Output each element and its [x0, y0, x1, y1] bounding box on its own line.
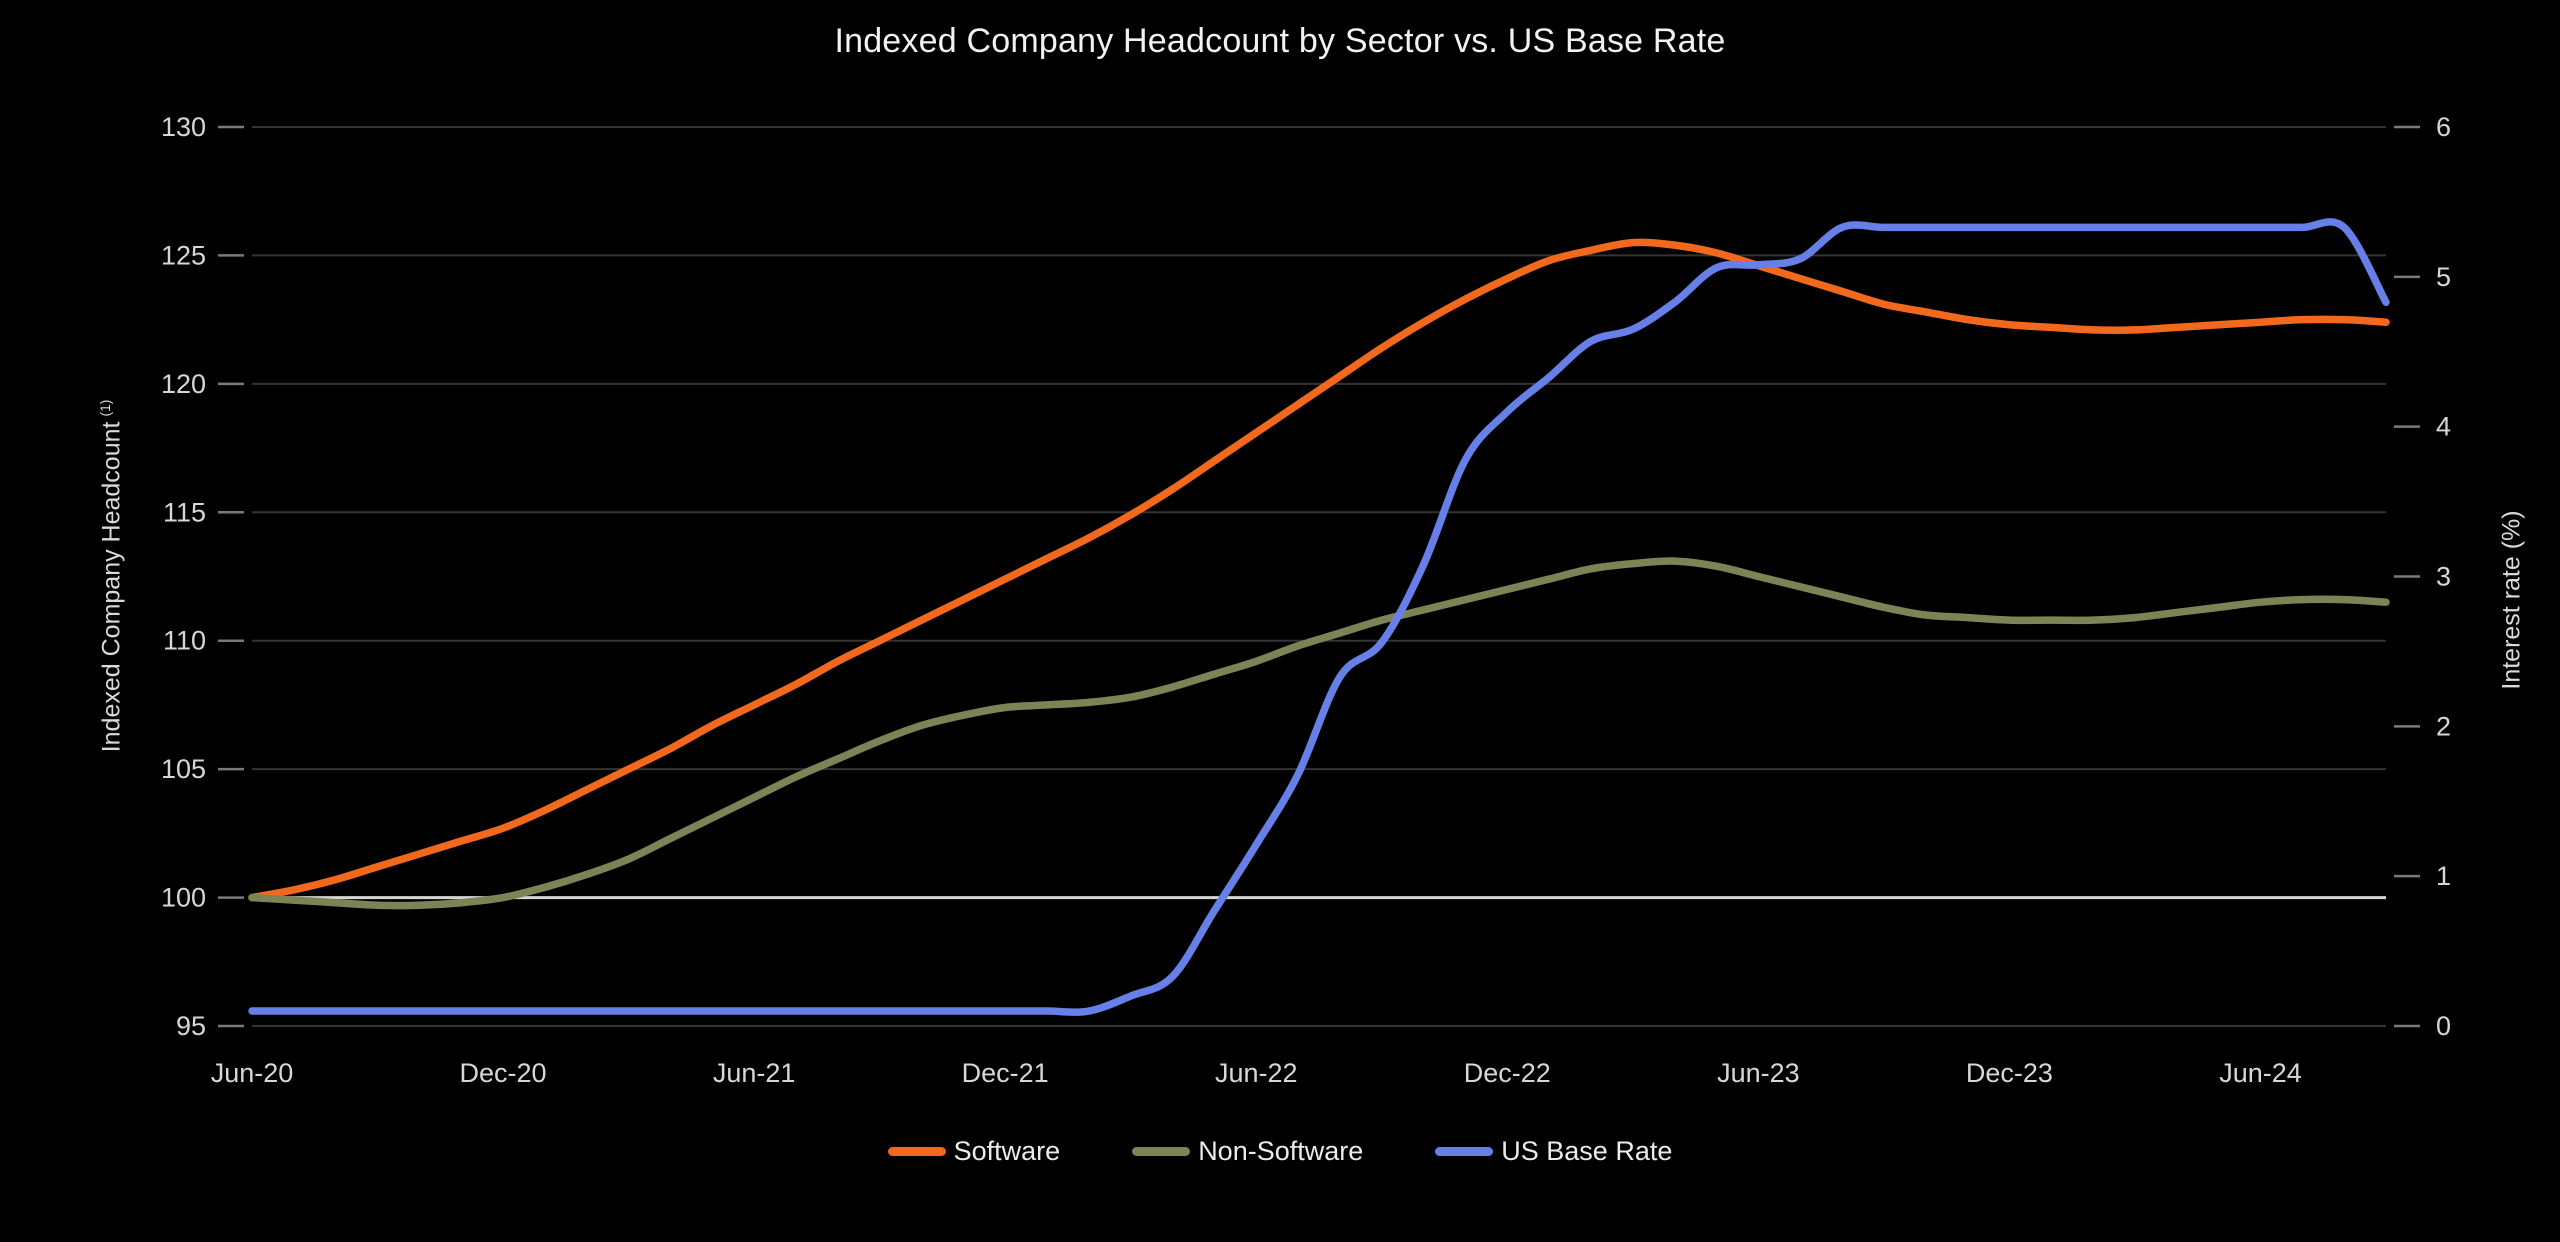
y-right-tick-label-3: 3	[2436, 562, 2451, 592]
legend-item-us-base-rate: US Base Rate	[1435, 1136, 1672, 1167]
legend-item-software: Software	[887, 1136, 1061, 1167]
y-right-tick-label-1: 1	[2436, 861, 2451, 891]
x-tick-label-dec-21: Dec-21	[962, 1058, 1049, 1088]
y-right-tick-label-5: 5	[2436, 262, 2451, 292]
x-tick-label-jun-23: Jun-23	[1717, 1058, 1800, 1088]
series-line-non-software	[248, 557, 2390, 910]
series-line-us-base-rate	[248, 218, 2390, 1016]
legend-label: US Base Rate	[1501, 1136, 1673, 1166]
us-base-rate-line-swatch-icon	[1435, 1147, 1494, 1156]
x-tick-label-dec-20: Dec-20	[460, 1058, 547, 1088]
y-right-tick-label-4: 4	[2436, 412, 2451, 442]
y-left-tick-label-130: 130	[161, 112, 206, 142]
y-left-tick-label-125: 125	[161, 240, 206, 270]
x-tick-label-jun-21: Jun-21	[713, 1058, 796, 1088]
x-tick-label-dec-23: Dec-23	[1966, 1058, 2053, 1088]
y-left-tick-label-110: 110	[163, 626, 206, 656]
legend-label: Software	[953, 1136, 1061, 1166]
y-left-tick-label-120: 120	[161, 369, 206, 399]
series-line-software	[248, 238, 2390, 902]
software-line-swatch-icon	[887, 1147, 946, 1156]
chart-title: Indexed Company Headcount by Sector vs. …	[834, 22, 1726, 60]
y-left-tick-label-115: 115	[163, 497, 206, 527]
chart-legend: Software Non-Software US Base Rate	[0, 1136, 2560, 1167]
x-tick-label-dec-22: Dec-22	[1464, 1058, 1551, 1088]
x-tick-label-jun-20: Jun-20	[211, 1058, 294, 1088]
legend-label: Non-Software	[1198, 1136, 1364, 1166]
legend-item-non-software: Non-Software	[1132, 1136, 1363, 1167]
y-right-tick-label-2: 2	[2436, 711, 2451, 741]
y-left-tick-label-105: 105	[161, 754, 206, 784]
y-right-tick-label-6: 6	[2436, 112, 2451, 142]
x-tick-label-jun-24: Jun-24	[2219, 1058, 2302, 1088]
y-left-tick-label-100: 100	[161, 883, 206, 913]
x-tick-label-jun-22: Jun-22	[1215, 1058, 1298, 1088]
y-left-tick-label-95: 95	[176, 1011, 206, 1041]
non-software-line-swatch-icon	[1132, 1147, 1191, 1156]
y-right-tick-label-0: 0	[2436, 1011, 2451, 1041]
